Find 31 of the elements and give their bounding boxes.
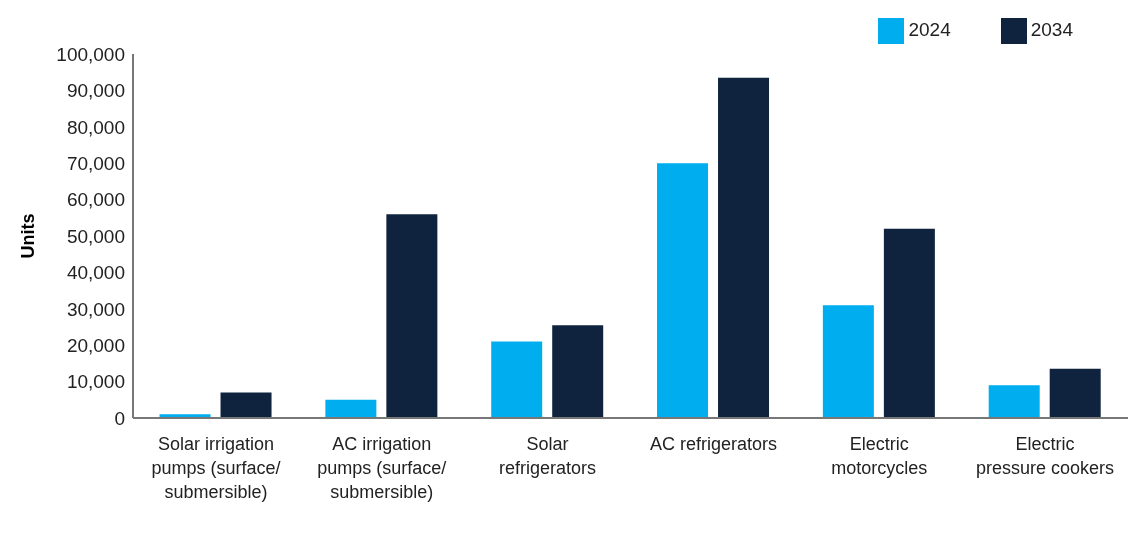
- x-tick-label: AC refrigerators: [649, 434, 777, 454]
- y-tick-label: 30,000: [66, 298, 125, 320]
- y-axis-title: Units: [18, 213, 39, 259]
- x-tick-label: Solar refrigerators: [499, 434, 597, 478]
- bar: [988, 385, 1040, 418]
- legend-label: 2024: [908, 19, 951, 41]
- bar: [325, 399, 377, 418]
- x-tick-label: AC irrigation pumps (surface/ submersible): [317, 434, 447, 502]
- y-tick-label: 80,000: [66, 116, 125, 138]
- y-tick-label: 0: [114, 407, 125, 429]
- y-tick-label: 20,000: [66, 334, 125, 356]
- bar: [1049, 368, 1101, 418]
- y-tick-label: 70,000: [66, 152, 125, 174]
- x-tick-label: Electric motorcycles: [831, 434, 928, 478]
- x-tick-label: Solar irrigation pumps (surface/ submersible): [151, 434, 281, 502]
- y-tick-label: 90,000: [66, 80, 125, 102]
- y-tick-label: 50,000: [66, 225, 125, 247]
- y-tick-label: 40,000: [66, 262, 125, 284]
- bar: [552, 325, 604, 418]
- bar: [491, 341, 543, 418]
- bar: [386, 214, 438, 418]
- bar: [822, 305, 874, 418]
- x-tick-label: Electric pressure cookers: [976, 434, 1115, 478]
- bar: [718, 77, 770, 418]
- bar: [220, 392, 272, 418]
- bar: [883, 228, 935, 418]
- legend-label: 2034: [1030, 19, 1073, 41]
- y-tick-label: 10,000: [66, 371, 125, 393]
- bar: [657, 163, 709, 418]
- y-tick-label: 100,000: [56, 43, 125, 65]
- y-tick-label: 60,000: [66, 189, 125, 211]
